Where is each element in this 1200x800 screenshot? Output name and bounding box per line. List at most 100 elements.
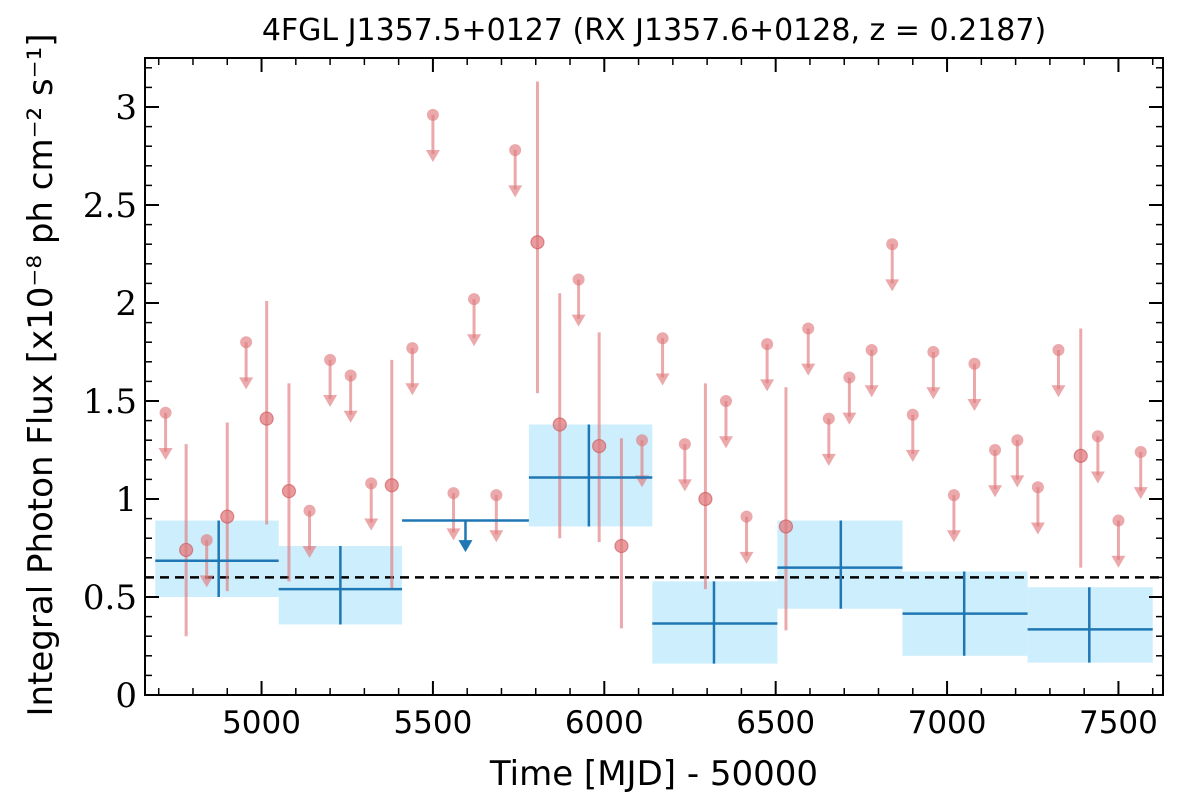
long-bin-band — [528, 424, 653, 527]
short-bin-point — [259, 411, 274, 426]
chart-title: 4FGL J1357.5+0127 (RX J1357.6+0128, z = … — [262, 13, 1046, 48]
short-bin-point — [179, 542, 194, 558]
short-bin-upper-limit-arrow — [926, 387, 941, 400]
short-bin-point — [530, 235, 545, 250]
short-bin-upper-limit-arrow — [425, 150, 440, 163]
short-bin-upper-limit-point — [636, 434, 649, 447]
short-bin-point — [592, 438, 607, 454]
short-bin-upper-limit-arrow — [864, 385, 879, 398]
short-bin-upper-limit-point — [490, 489, 503, 502]
short-bin-upper-limit-point — [740, 510, 753, 523]
short-bin-upper-limit-point — [200, 534, 213, 547]
short-bin-upper-limit-arrow — [739, 551, 754, 564]
short-bin-upper-limit-point — [865, 344, 878, 357]
short-bin-upper-limit-arrow — [760, 379, 775, 392]
short-bin-upper-limit-point — [802, 322, 815, 335]
short-bin-upper-limit-point — [927, 346, 940, 358]
y-tick-label: 2 — [115, 284, 137, 324]
y-tick-label: 3 — [115, 88, 137, 128]
short-bin-point — [220, 509, 235, 524]
long-bin-upper-limit-arrow — [458, 540, 473, 553]
short-bin-upper-limit-arrow — [801, 363, 816, 376]
short-bin-point — [552, 417, 567, 432]
short-bin-upper-limit-arrow — [489, 530, 504, 543]
short-bin-upper-limit-arrow — [364, 518, 379, 531]
short-bin-upper-limit-arrow — [1010, 475, 1025, 488]
short-bin-upper-limit-arrow — [1133, 487, 1148, 500]
short-bin-upper-limit-arrow — [655, 373, 670, 386]
short-bin-upper-limit-point — [1011, 434, 1024, 447]
x-tick-label: 6000 — [565, 705, 644, 741]
short-bin-point — [778, 519, 794, 534]
short-bin-upper-limit-point — [240, 336, 253, 349]
short-bin-upper-limit-point — [1031, 481, 1044, 494]
short-bin-upper-limit-point — [843, 371, 856, 384]
short-bin-upper-limit-arrow — [158, 447, 173, 460]
short-bin-upper-limit-point — [303, 504, 316, 517]
short-bin-upper-limit-point — [468, 293, 481, 306]
short-bin-upper-limit-arrow — [1030, 522, 1045, 535]
axes-frame — [144, 57, 1164, 696]
short-bin-upper-limit-arrow — [1051, 385, 1066, 398]
short-bin-upper-limit-arrow — [1090, 471, 1105, 484]
short-bin-upper-limit-point — [159, 406, 172, 419]
short-bin-upper-limit-point — [968, 357, 981, 370]
short-bin-point — [614, 538, 629, 554]
short-bin-point — [698, 491, 713, 507]
short-bin-upper-limit-arrow — [842, 412, 857, 425]
y-tick-label: 2.5 — [83, 186, 137, 226]
short-bin-upper-limit-point — [447, 487, 460, 500]
short-bin-upper-limit-point — [509, 144, 522, 157]
x-tick-label: 7500 — [1079, 705, 1158, 741]
short-bin-upper-limit-point — [1052, 344, 1065, 357]
short-bin-point — [384, 478, 399, 493]
short-bin-upper-limit-arrow — [467, 334, 482, 347]
short-bin-point — [281, 484, 297, 499]
short-bin-upper-limit-point — [656, 332, 669, 345]
y-tick-label: 1.5 — [83, 382, 137, 422]
short-bin-upper-limit-arrow — [946, 530, 961, 543]
x-tick-label: 5000 — [222, 705, 301, 741]
short-bin-upper-limit-point — [1091, 430, 1104, 443]
x-tick-label: 6500 — [736, 705, 815, 741]
y-axis-label: Integral Photon Flux [x10⁻⁸ ph cm⁻² s⁻¹] — [21, 33, 61, 716]
long-bin-band — [155, 520, 279, 597]
short-bin-upper-limit-point — [719, 395, 732, 407]
short-bin-upper-limit-point — [822, 412, 835, 425]
short-bin-upper-limit-arrow — [1111, 555, 1126, 568]
short-bin-upper-limit-point — [572, 273, 585, 286]
short-bin-upper-limit-arrow — [821, 453, 836, 466]
short-bin-upper-limit-arrow — [718, 436, 733, 449]
short-bin-upper-limit-arrow — [571, 314, 586, 327]
short-bin-upper-limit-point — [324, 353, 337, 366]
short-bin-upper-limit-arrow — [302, 545, 317, 558]
short-bin-upper-limit-arrow — [405, 383, 420, 396]
short-bin-upper-limit-arrow — [508, 185, 523, 198]
plot-area — [145, 81, 1163, 664]
short-bin-upper-limit-point — [1134, 445, 1147, 458]
short-bin-upper-limit-arrow — [446, 528, 461, 541]
x-axis-label: Time [MJD] - 50000 — [489, 754, 818, 794]
short-bin-upper-limit-arrow — [988, 485, 1003, 498]
short-bin-upper-limit-arrow — [967, 398, 982, 411]
short-bin-upper-limit-arrow — [677, 479, 692, 492]
short-bin-upper-limit-point — [678, 438, 691, 451]
short-bin-upper-limit-point — [426, 108, 439, 121]
short-bin-upper-limit-arrow — [239, 377, 254, 390]
y-tick-label: 1 — [115, 480, 137, 520]
short-bin-upper-limit-point — [947, 489, 960, 502]
short-bin-upper-limit-arrow — [323, 395, 338, 408]
y-tick-label: 0 — [115, 676, 137, 716]
short-bin-upper-limit-point — [886, 238, 899, 251]
short-bin-upper-limit-point — [344, 369, 357, 382]
short-bin-upper-limit-point — [989, 444, 1002, 456]
y-tick-label: 0.5 — [83, 578, 137, 618]
short-bin-upper-limit-point — [1112, 514, 1125, 527]
short-bin-upper-limit-point — [406, 342, 419, 355]
short-bin-point — [1073, 448, 1088, 463]
short-bin-upper-limit-arrow — [343, 410, 358, 423]
axes: 5000 5500 6000 6500 7000 7500 0 0.5 1 1.5 2 2.5 3 — [83, 57, 1164, 741]
short-bin-upper-limit-point — [365, 477, 378, 490]
short-bin-upper-limit-arrow — [885, 279, 900, 292]
